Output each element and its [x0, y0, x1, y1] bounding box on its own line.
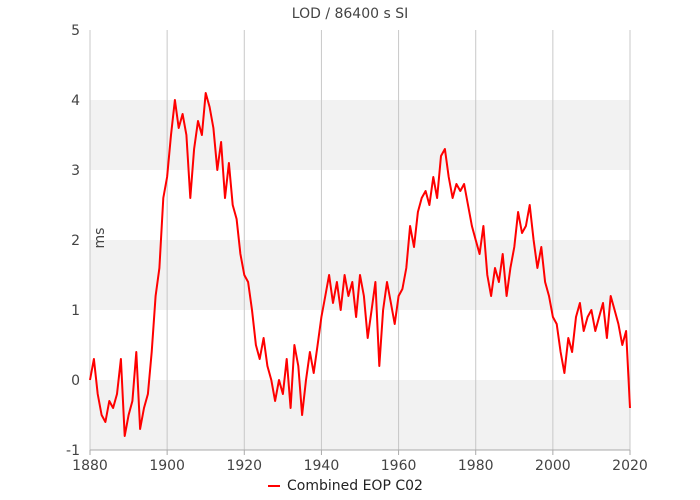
x-tick-label: 1920 [226, 458, 262, 474]
plot-band [90, 30, 630, 100]
x-tick-label: 2020 [612, 458, 648, 474]
y-tick-label: 2 [71, 233, 80, 249]
x-tick-label: 2000 [535, 458, 571, 474]
y-axis-label: ms [92, 228, 108, 249]
plot-background-bands [90, 30, 630, 450]
plot-band [90, 310, 630, 380]
y-tick-label: 5 [71, 23, 80, 39]
chart-title: LOD / 86400 s SI [292, 6, 408, 22]
plot-band [90, 100, 630, 170]
x-tick-label: 1880 [72, 458, 108, 474]
y-tick-label: 1 [71, 303, 80, 319]
x-tick-label: 1980 [458, 458, 494, 474]
x-tick-label: 1960 [381, 458, 417, 474]
y-tick-label: -1 [66, 443, 80, 459]
y-axis-ticks: -1 0 1 2 3 4 5 [66, 23, 80, 459]
x-tick-label: 1940 [304, 458, 340, 474]
y-tick-label: 4 [71, 93, 80, 109]
y-tick-label: 3 [71, 163, 80, 179]
plot-band [90, 170, 630, 240]
y-tick-label: 0 [71, 373, 80, 389]
x-axis-ticks: 1880 1900 1920 1940 1960 1980 2000 2020 [72, 450, 648, 474]
series-line [89, 92, 631, 437]
plot-band [90, 380, 630, 450]
legend[interactable]: Combined EOP C02 [268, 478, 423, 494]
x-tick-label: 1900 [149, 458, 185, 474]
series-lines [89, 92, 631, 437]
legend-label[interactable]: Combined EOP C02 [287, 478, 423, 494]
gridlines [89, 30, 631, 451]
